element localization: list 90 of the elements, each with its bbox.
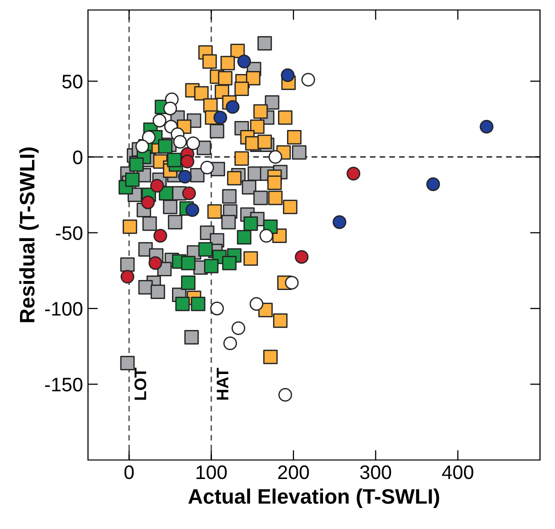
point [204,258,218,274]
point [264,95,280,110]
y-tick-label: -100 [45,302,82,316]
point [242,180,256,194]
point [150,284,166,300]
point [120,270,134,284]
point [135,140,150,154]
point [178,170,192,184]
ref-line-label: HAT [216,368,228,400]
point [142,130,156,144]
x-tick-label: 0 [124,465,134,480]
point [227,170,242,186]
point [294,250,309,264]
point [182,186,196,200]
point [253,104,268,119]
y-axis-title: Residual (T-SWLI) [19,147,39,322]
point [158,139,172,154]
x-tick-label: 400 [442,465,474,480]
point [346,166,360,180]
point [234,151,249,166]
point [141,196,155,210]
point [150,178,164,193]
point [202,54,217,69]
point [332,215,346,229]
x-tick-label: 200 [278,465,309,480]
point [287,130,302,144]
point [278,110,292,125]
x-tick-label: 100 [196,465,227,480]
point [122,219,138,234]
point [194,86,209,101]
x-axis-title: Actual Elevation (T-SWLI) [188,488,440,508]
point [426,177,440,192]
point [158,186,174,201]
point [213,110,228,124]
point [244,251,258,266]
point [284,276,299,290]
point [190,296,206,312]
point [280,68,295,82]
point [210,124,224,138]
point [267,176,282,190]
point [282,200,298,214]
point [175,296,190,312]
point [181,276,196,290]
point [236,230,252,244]
point [253,190,268,206]
point [200,160,214,174]
x-tick-label: 300 [360,465,392,480]
point [222,189,237,204]
point [480,120,494,134]
point [263,350,278,364]
point [237,54,251,68]
point [268,190,283,206]
point [257,134,272,150]
point [184,330,199,344]
point [268,150,282,164]
point [173,134,187,149]
point [222,256,237,270]
point [125,172,140,187]
point [168,214,182,230]
point [250,119,265,134]
point [181,256,196,270]
point [186,203,200,217]
point [180,154,194,168]
point [250,297,264,311]
point [260,228,274,243]
point [273,313,288,328]
point [220,56,235,70]
point [120,257,135,272]
point [142,216,157,231]
point [257,36,272,51]
point [198,242,213,257]
point [226,100,240,114]
y-tick-label: -150 [45,378,82,392]
point [162,200,178,214]
point [153,228,168,243]
point [234,82,249,96]
point [207,204,222,219]
ref-line-label: LOT [134,368,146,400]
point [163,102,178,116]
point [221,214,236,230]
point [218,70,232,86]
point [167,152,182,168]
point [246,70,260,86]
y-tick-label: 50 [62,74,82,88]
point [120,356,135,370]
y-tick-label: 0 [73,150,82,164]
point [292,145,306,160]
point [244,216,258,231]
point [148,256,162,270]
y-tick-label: -50 [56,226,82,240]
